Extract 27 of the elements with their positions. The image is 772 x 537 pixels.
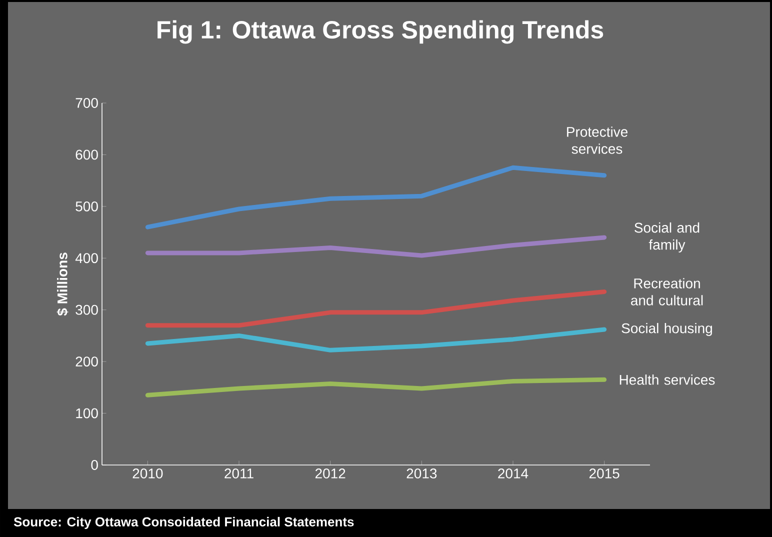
x-tick-label: 2013 [406,468,437,478]
line-series [145,327,607,352]
text: Social and family [634,222,700,252]
y-tick-label: 100 [76,408,98,418]
line-series [145,235,607,258]
y-tick-label: 200 [76,356,98,367]
x-tick-label: 2015 [589,468,620,478]
line-series [145,290,607,328]
x-tick-label: 2014 [498,468,528,478]
series-label: Health services [620,374,715,385]
series-label: Social housing [622,322,712,336]
y-axis-title: $ Millions [56,252,68,316]
series-label: Recreation and cultural [631,278,703,306]
series-label: Protective services [567,126,628,154]
y-tick-label: 600 [76,150,98,160]
x-tick-label: 2011 [224,468,254,478]
line-series [145,377,607,398]
source-note: Source: City Ottawa Consoidated Financial Statements [14,516,354,530]
y-tick-label: 0 [91,460,98,470]
y-tick-label: 300 [76,304,98,315]
y-tick-label: 700 [76,98,98,108]
x-tick-label: 2010 [132,468,163,478]
y-tick-label: 400 [75,253,98,264]
x-tick-label: 2012 [315,468,346,478]
y-tick-label: 500 [76,201,98,212]
chart-title: Fig 1: Ottawa Gross Spending Trends [158,20,604,44]
line-series [145,165,607,230]
